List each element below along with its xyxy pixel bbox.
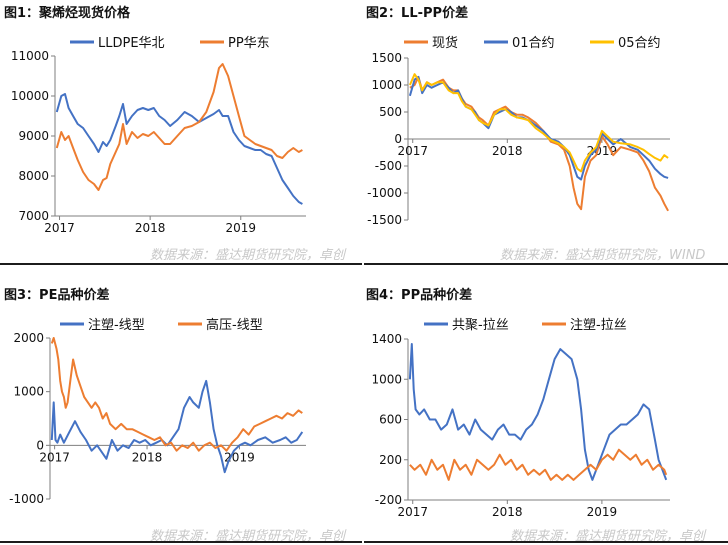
chart2-title: 图2：LL-PP价差 <box>366 6 469 21</box>
chart1-x-tick-label: 2018 <box>135 221 166 235</box>
chart3-bottom-rule <box>0 541 362 543</box>
chart2-y-tick-label: 0 <box>394 132 402 146</box>
chart2-y-tick-label: 1500 <box>371 51 402 65</box>
chart4-legend-label: 注塑-拉丝 <box>570 318 627 333</box>
chart4-y-tick-label: 200 <box>379 453 402 467</box>
chart1-y-tick-label: 10000 <box>11 89 49 103</box>
chart2-y-tick-label: 500 <box>379 105 402 119</box>
chart4-svg: -200 200 600 1000 1400 2017 2018 2019 共聚-拉丝 注塑-拉丝 <box>371 318 670 519</box>
chart1-svg: 7000 8000 9000 10000 11000 2017 2018 2019 LLDPE华… <box>11 36 306 235</box>
chart1-title: 图1：聚烯烃现货价格 <box>4 6 131 21</box>
chart4-series-1-line <box>408 343 668 481</box>
chart3-source: 数据来源：盛达期货研究院，卓创 <box>150 529 346 544</box>
chart4-bottom-rule <box>364 541 728 543</box>
chart4-source: 数据来源：盛达期货研究院，卓创 <box>510 529 706 544</box>
chart1-source: 数据来源：盛达期货研究院，卓创 <box>150 248 346 263</box>
chart3-x-tick-label: 2018 <box>132 450 163 464</box>
chart2-series-2-line <box>408 75 669 181</box>
chart1-legend-label: PP华东 <box>228 36 270 51</box>
chart3-title: 图3：PE品种价差 <box>4 288 110 303</box>
chart4-y-tick-label: -200 <box>375 493 402 507</box>
chart3-legend-label: 高压-线型 <box>206 317 263 333</box>
chart2-legend-label: 05合约 <box>618 36 661 51</box>
chart4-y-tick-label: 600 <box>379 413 402 427</box>
chart3-y-tick-label: 1000 <box>13 385 44 399</box>
chart3-x-tick-label: 2017 <box>39 450 70 464</box>
chart1-x-tick-label: 2017 <box>44 221 75 235</box>
chart2-legend-label: 现货 <box>432 35 458 51</box>
chart2-y-tick-label: -1500 <box>367 213 402 227</box>
chart1-legend-label: LLDPE华北 <box>98 36 165 51</box>
chart1-series-1-line <box>55 93 303 205</box>
chart2-bottom-rule <box>364 263 728 265</box>
chart4-x-tick-label: 2018 <box>492 505 523 519</box>
chart1-y-tick-label: 9000 <box>18 129 49 143</box>
chart1-y-tick-label: 8000 <box>18 169 49 183</box>
chart1-series-2-line <box>55 63 303 191</box>
chart3-y-tick-label: -1000 <box>9 492 44 506</box>
chart3-legend-label: 注塑-线型 <box>88 318 145 333</box>
chart4-x-tick-label: 2017 <box>397 505 428 519</box>
chart1-y-tick-label: 7000 <box>18 209 49 223</box>
chart2-x-tick-label: 2018 <box>492 144 523 158</box>
chart4-x-tick-label: 2019 <box>587 505 618 519</box>
chart4-legend-label: 共聚-拉丝 <box>452 318 509 333</box>
chart4-series-2-line <box>409 448 668 481</box>
chart2-legend-label: 01合约 <box>512 36 555 51</box>
chart4-title: 图4：PP品种价差 <box>366 288 473 303</box>
chart3-series-1-line <box>50 379 304 474</box>
chart3-y-tick-label: 0 <box>36 438 44 452</box>
chart2-series-3-line <box>408 73 669 173</box>
chart3-y-tick-label: 2000 <box>13 331 44 345</box>
chart1-bottom-rule <box>0 263 362 265</box>
chart2-source: 数据来源：盛达期货研究院，WIND <box>500 248 706 263</box>
chart1-x-tick-label: 2019 <box>225 221 256 235</box>
chart3-series-2-line <box>50 337 303 452</box>
chart2-y-tick-label: 1000 <box>371 78 402 92</box>
chart4-y-tick-label: 1400 <box>371 332 402 346</box>
chart4-y-tick-label: 1000 <box>371 372 402 386</box>
chart2-y-tick-label: -500 <box>375 159 402 173</box>
chart1-y-tick-label: 11000 <box>11 49 49 63</box>
chart2-y-tick-label: -1000 <box>367 186 402 200</box>
chart2-x-tick-label: 2017 <box>397 144 428 158</box>
